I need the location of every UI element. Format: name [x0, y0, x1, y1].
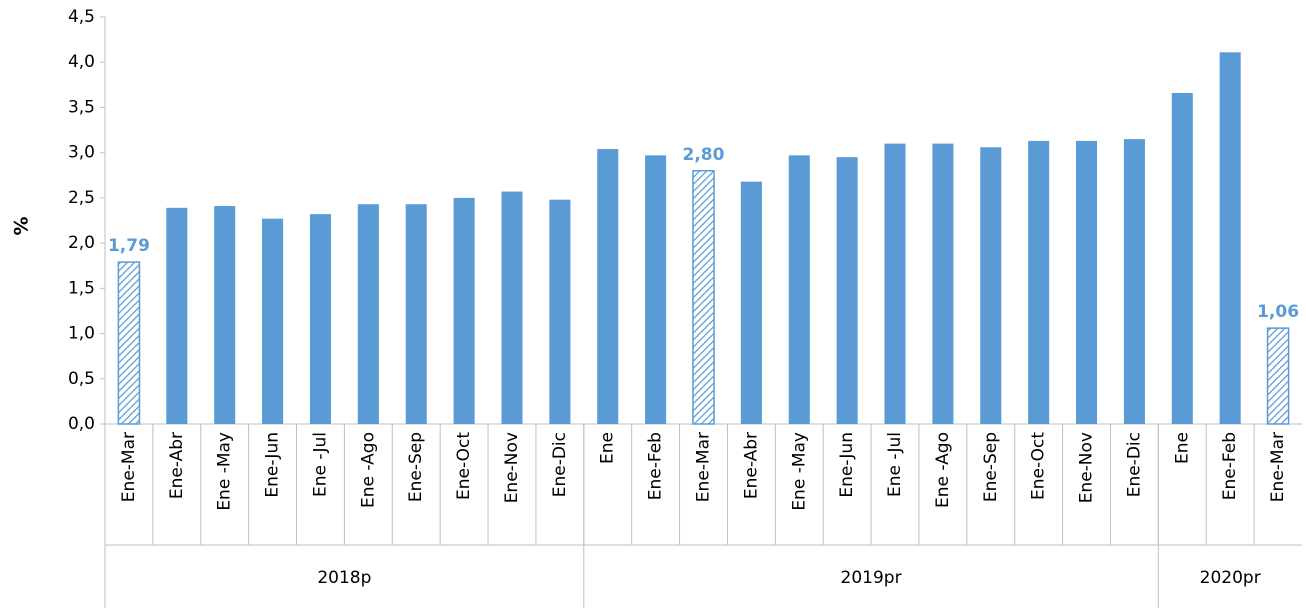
y-tick-label: 3,0	[68, 143, 95, 163]
bar	[1219, 52, 1241, 424]
x-tick-label: Ene-Oct	[1029, 432, 1049, 500]
x-tick-label: Ene -Jul	[310, 432, 330, 497]
x-tick-label: Ene -Ago	[933, 432, 953, 508]
x-tick-label: Ene-Feb	[646, 432, 666, 500]
bar	[405, 204, 427, 424]
x-tick-label: Ene-Oct	[454, 432, 474, 500]
group-label: 2019pr	[841, 568, 902, 588]
x-tick-label: Ene-Jun	[263, 432, 283, 498]
bar	[1076, 140, 1098, 425]
bar	[453, 197, 475, 424]
bar	[262, 218, 284, 424]
y-tick-label: 2,5	[68, 188, 95, 208]
x-tick-label: Ene -Ago	[358, 432, 378, 508]
x-tick-label: Ene-Nov	[502, 432, 522, 503]
x-tick-label: Ene-Abr	[167, 432, 187, 499]
x-tick-label: Ene -May	[215, 432, 235, 511]
y-tick-label: 1,0	[68, 324, 95, 344]
bar	[597, 149, 619, 424]
x-tick-label: Ene-Mar	[694, 432, 714, 502]
group-label: 2018p	[317, 568, 371, 588]
x-tick-label: Ene	[598, 432, 618, 464]
x-tick-label: Ene-Sep	[981, 432, 1001, 502]
y-tick-label: 4,5	[68, 7, 95, 27]
y-tick-label: 0,0	[68, 414, 95, 434]
y-tick-label: 2,0	[68, 233, 95, 253]
data-label: 2,80	[683, 145, 725, 165]
bar	[549, 199, 571, 424]
y-tick-label: 0,5	[68, 369, 95, 389]
y-tick-label: 3,5	[68, 97, 95, 117]
bar	[788, 155, 810, 424]
bar	[1123, 139, 1145, 424]
data-label: 1,79	[108, 236, 150, 256]
x-tick-label: Ene-Jun	[837, 432, 857, 498]
x-tick-label: Ene -Jul	[885, 432, 905, 497]
bar	[740, 181, 762, 424]
bar	[1171, 92, 1193, 425]
bar	[166, 207, 188, 424]
bar	[692, 170, 715, 425]
group-label: 2020pr	[1200, 568, 1261, 588]
bar	[1028, 140, 1050, 425]
bar	[836, 157, 858, 424]
bar	[309, 214, 331, 424]
data-label: 1,06	[1257, 302, 1299, 322]
x-tick-label: Ene-Sep	[406, 432, 426, 502]
bar	[932, 143, 954, 424]
bar	[214, 206, 236, 424]
x-tick-label: Ene-Mar	[119, 432, 139, 502]
bar	[357, 204, 379, 424]
x-tick-label: Ene-Nov	[1077, 432, 1097, 503]
bar	[1266, 327, 1290, 425]
x-tick-label: Ene-Abr	[741, 432, 761, 499]
bar	[501, 191, 523, 424]
x-tick-label: Ene	[1172, 432, 1192, 464]
x-tick-label: Ene-Feb	[1220, 432, 1240, 500]
y-tick-label: 1,5	[68, 278, 95, 298]
x-tick-label: Ene -May	[789, 432, 809, 511]
bar	[884, 143, 906, 424]
bar	[645, 155, 667, 424]
x-tick-label: Ene-Dic	[1124, 432, 1144, 497]
bar	[980, 147, 1002, 425]
x-tick-label: Ene-Dic	[550, 432, 570, 497]
y-tick-label: 4,0	[68, 52, 95, 72]
bar	[117, 261, 141, 425]
x-tick-label: Ene-Mar	[1268, 432, 1288, 502]
y-axis-label: %	[11, 216, 33, 235]
